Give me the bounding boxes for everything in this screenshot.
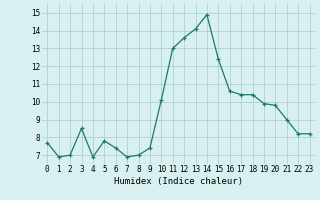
X-axis label: Humidex (Indice chaleur): Humidex (Indice chaleur) — [114, 177, 243, 186]
